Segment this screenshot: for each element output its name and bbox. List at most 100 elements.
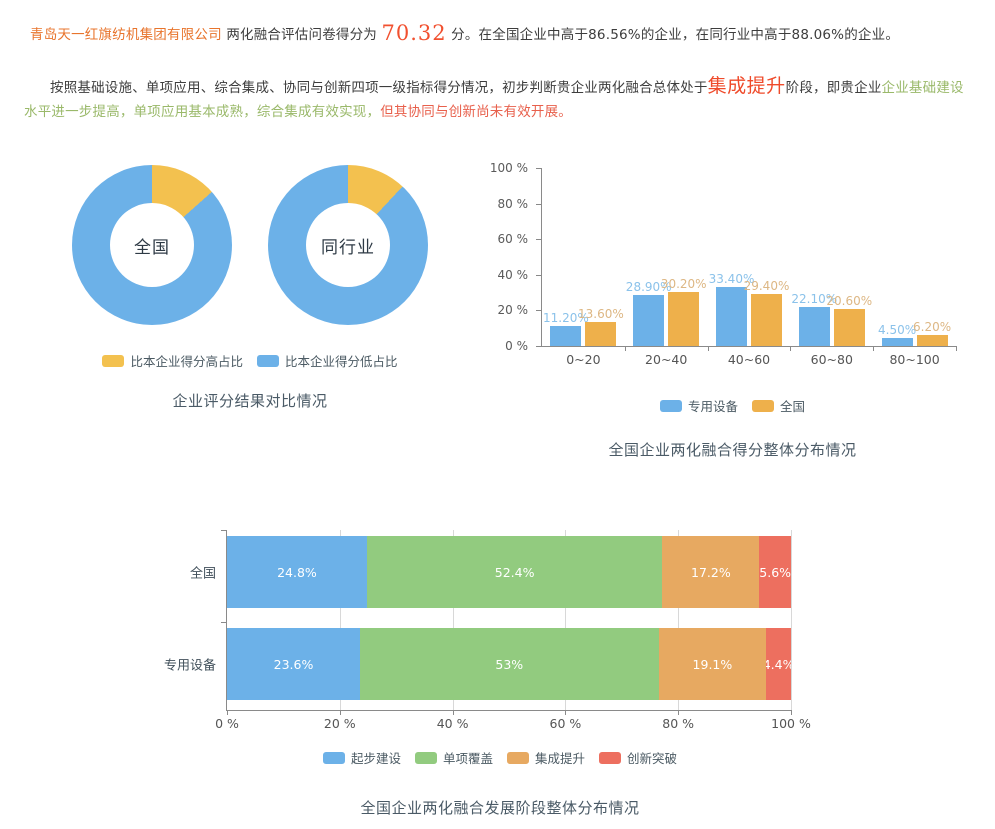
legend-swatch-series-1 bbox=[659, 399, 682, 412]
stacked-y-tick-mark bbox=[221, 622, 226, 623]
stage-highlight: 集成提升 bbox=[707, 75, 786, 97]
bar-segment: 30.20% bbox=[661, 277, 707, 346]
legend-item: 专用设备 bbox=[659, 396, 738, 415]
bar-segment: 28.90% bbox=[626, 280, 672, 346]
summary-industry-tail: 的企业。 bbox=[844, 27, 900, 43]
stage-stacked-chart-panel: 0 % 20 % 40 % 60 % 80 % 100 % 全国 专用设备 24.8% 52.4… bbox=[150, 520, 850, 818]
stacked-segment: 19.1% bbox=[658, 628, 767, 700]
legend-item: 全国 bbox=[752, 396, 805, 415]
bar-x-tick-mark bbox=[707, 346, 709, 351]
summary-paragraph: 青岛天一红旗纺机集团有限公司 两化融合评估问卷得分为 70.32 分。在全国企业… bbox=[30, 21, 899, 47]
stacked-gridline bbox=[339, 530, 341, 710]
legend-swatch-stage-2 bbox=[414, 751, 437, 764]
stacked-x-tick-label: 80 % bbox=[662, 716, 695, 731]
legend-label: 全国 bbox=[780, 399, 806, 414]
stacked-bar-row: 24.8% 52.4% 17.2% 5.6% bbox=[227, 536, 791, 608]
stacked-segment: 17.2% bbox=[662, 536, 760, 608]
stacked-plot: 0 % 20 % 40 % 60 % 80 % 100 % 全国 专用设备 24.8% 52.4… bbox=[150, 520, 850, 731]
bar-group: 11.20% 13.60% bbox=[542, 168, 625, 346]
bar-y-tick-label: 0 % bbox=[505, 339, 528, 353]
stacked-segment: 24.8% bbox=[227, 536, 367, 608]
analysis-part2: 阶段，即贵企业 bbox=[785, 80, 882, 96]
national-percentile: 86.56% bbox=[588, 27, 641, 43]
bar-y-tick-label: 100 % bbox=[489, 161, 528, 175]
industry-percentile: 88.06% bbox=[791, 27, 845, 43]
stacked-category-label: 全国 bbox=[189, 566, 216, 582]
bar-value-label: 29.40% bbox=[743, 278, 790, 293]
stacked-axis-line-vertical bbox=[226, 530, 227, 710]
bar-y-tick-label: 60 % bbox=[497, 232, 529, 247]
stacked-segment: 53% bbox=[359, 628, 659, 700]
bar-chart-title: 全国企业两化融合得分整体分布情况 bbox=[608, 441, 857, 459]
legend-label: 比本企业得分高占比 bbox=[130, 354, 243, 369]
bar-x-tick-mark bbox=[873, 346, 875, 351]
bar-plot: 0 % 20 % 40 % 60 % 80 % 100 % 11.20% 13.60% 28.… bbox=[490, 161, 975, 367]
legend-swatch-stage-1 bbox=[322, 751, 345, 764]
stacked-gridline bbox=[452, 530, 454, 710]
legend-swatch-high bbox=[102, 354, 125, 367]
legend-item: 单项覆盖 bbox=[414, 748, 493, 767]
bar-plot-area: 11.20% 13.60% 28.90% 30.20% 33.40% 29.40% 22.1… bbox=[542, 168, 956, 346]
bar-value-label: 28.90% bbox=[625, 279, 672, 294]
stacked-gridline bbox=[678, 530, 680, 710]
stacked-x-tick-mark bbox=[678, 710, 680, 715]
bar-y-tick-label: 20 % bbox=[497, 303, 529, 318]
bar-x-tick-label: 0~20 bbox=[566, 352, 601, 367]
bar-value-label: 4.50% bbox=[878, 323, 917, 337]
bar-y-tick-mark bbox=[536, 310, 541, 312]
bar-y-tick-label: 80 % bbox=[497, 196, 529, 211]
legend-item: 创新突破 bbox=[599, 748, 677, 767]
bar-y-axis: 0 % 20 % 40 % 60 % 80 % 100 % bbox=[490, 161, 541, 353]
legend-swatch-stage-3 bbox=[507, 751, 529, 764]
bar-y-tick-mark bbox=[536, 274, 541, 276]
bar-value-label: 13.60% bbox=[578, 306, 624, 321]
stacked-x-tick-label: 100 % bbox=[771, 716, 811, 731]
legend-item: 集成提升 bbox=[507, 748, 585, 767]
legend-item: 比本企业得分高占比 bbox=[102, 351, 243, 370]
legend-item: 比本企业得分低占比 bbox=[257, 351, 398, 370]
donut-center-label: 全国 bbox=[110, 203, 194, 287]
bar-segment: 11.20% bbox=[543, 311, 589, 346]
bar-segment: 6.20% bbox=[913, 320, 951, 346]
bar-x-tick-label: 20~40 bbox=[645, 352, 688, 367]
donut-legend: 比本企业得分高占比 比本企业得分低占比 bbox=[20, 351, 480, 370]
bar-group: 28.90% 30.20% bbox=[625, 168, 708, 346]
company-name: 青岛天一红旗纺机集团有限公司 bbox=[30, 27, 222, 43]
stacked-x-tick-mark bbox=[791, 710, 792, 715]
stacked-x-tick-mark bbox=[227, 710, 228, 715]
stacked-x-tick-mark bbox=[452, 710, 454, 715]
legend-swatch-low bbox=[257, 354, 279, 367]
stacked-legend: 起步建设 单项覆盖 集成提升 创新突破 bbox=[150, 748, 850, 767]
bar-value-label: 6.20% bbox=[913, 319, 952, 334]
bar-segment: 13.60% bbox=[578, 307, 624, 346]
summary-score-unit: 分。在全国企业中高于 bbox=[451, 27, 589, 43]
bar-x-tick-mark bbox=[624, 346, 626, 351]
bar-segment: 4.50% bbox=[878, 323, 916, 346]
donut-industry: 同行业 bbox=[268, 165, 428, 325]
bar-x-tick-mark bbox=[790, 346, 792, 351]
stacked-x-tick-label: 0 % bbox=[215, 716, 239, 731]
stacked-segment: 5.6% bbox=[759, 536, 791, 608]
bar-segment: 20.60% bbox=[826, 294, 872, 346]
bar-x-tick-label: 60~80 bbox=[810, 352, 853, 367]
bar-group: 33.40% 29.40% bbox=[708, 168, 791, 346]
analysis-green-phrase: 企业基础建设水平进一步提高，单项应用基本成熟，综合集成有效实现， bbox=[24, 80, 964, 120]
stacked-x-tick-label: 40 % bbox=[436, 716, 469, 731]
bar-group: 4.50% 6.20% bbox=[873, 168, 956, 346]
bar-value-label: 33.40% bbox=[708, 271, 755, 286]
stacked-chart-title: 全国企业两化融合发展阶段整体分布情况 bbox=[360, 799, 640, 817]
analysis-part1: 按照基础设施、单项应用、综合集成、协同与创新四项一级指标得分情况，初步判断贵企业… bbox=[50, 80, 708, 96]
donut-chart-panel: 全国 同行业 比本企业得分高占比 比本企业得分低占比 企业评分结果对比情况 bbox=[20, 165, 480, 411]
bar-axis-line-horizontal bbox=[541, 346, 956, 347]
summary-lead: 两化融合评估问卷得分为 bbox=[226, 27, 378, 43]
bar-value-label: 11.20% bbox=[543, 311, 589, 326]
legend-swatch-stage-4 bbox=[599, 751, 622, 764]
legend-label: 起步建设 bbox=[350, 751, 401, 766]
bar-group: 22.10% 20.60% bbox=[790, 168, 873, 346]
bar-y-tick-mark bbox=[536, 168, 541, 169]
stacked-bar-row: 23.6%53%19.1%4.4% bbox=[227, 628, 792, 700]
bar-segment: 22.10% bbox=[791, 292, 837, 346]
stacked-segment: 52.4% bbox=[366, 536, 663, 608]
bar-x-tick-mark bbox=[956, 346, 957, 351]
